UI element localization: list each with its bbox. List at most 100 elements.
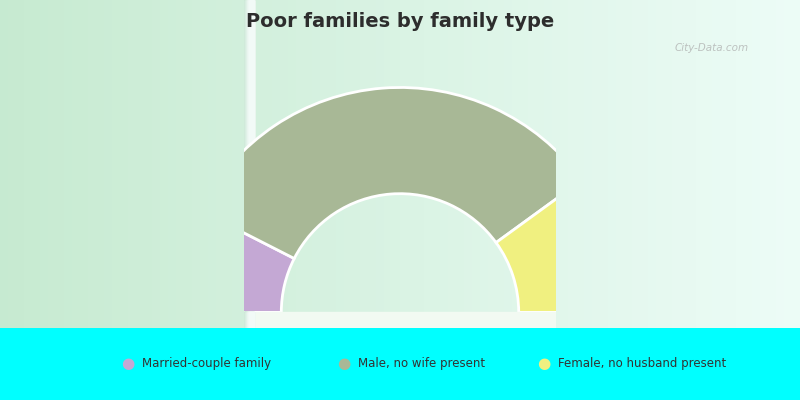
Bar <box>245 312 250 331</box>
Bar <box>244 312 250 331</box>
Bar <box>246 312 252 331</box>
Bar <box>245 312 250 331</box>
Bar <box>248 312 254 331</box>
Bar <box>249 312 254 331</box>
Bar <box>245 312 250 331</box>
Bar <box>246 0 250 328</box>
Bar <box>247 0 252 328</box>
Bar <box>245 0 250 328</box>
Bar <box>245 0 250 328</box>
Bar <box>246 0 252 328</box>
Bar <box>249 312 254 331</box>
Bar <box>247 312 252 331</box>
Bar <box>244 312 556 331</box>
Text: ●: ● <box>538 356 550 372</box>
Bar <box>244 312 250 331</box>
Bar <box>245 0 250 328</box>
Bar <box>249 312 254 331</box>
Bar <box>246 312 251 331</box>
Bar <box>246 312 252 331</box>
Bar <box>249 0 254 328</box>
Bar <box>247 0 252 328</box>
Bar <box>246 312 251 331</box>
Bar <box>247 0 253 328</box>
Bar <box>247 0 252 328</box>
Bar <box>246 312 252 331</box>
Bar <box>248 312 254 331</box>
Bar <box>245 312 250 331</box>
Bar <box>247 312 253 331</box>
Bar <box>247 312 253 331</box>
Bar <box>244 0 249 328</box>
Bar <box>246 312 251 331</box>
Bar <box>246 0 252 328</box>
Bar <box>244 0 250 328</box>
Bar <box>246 0 251 328</box>
Bar <box>244 312 250 331</box>
Bar <box>246 312 250 331</box>
Bar <box>245 0 250 328</box>
Bar <box>247 312 253 331</box>
Wedge shape <box>175 210 294 312</box>
Bar <box>248 0 254 328</box>
Bar <box>245 0 250 328</box>
Bar <box>247 312 252 331</box>
Bar <box>248 0 254 328</box>
Bar <box>247 0 253 328</box>
Bar <box>246 312 252 331</box>
Bar <box>249 0 254 328</box>
Bar <box>245 0 250 328</box>
Bar <box>248 0 253 328</box>
Bar <box>248 0 253 328</box>
Bar <box>245 312 250 331</box>
Bar <box>246 312 251 331</box>
Bar <box>247 312 252 331</box>
Text: Poor families by family type: Poor families by family type <box>246 12 554 31</box>
Bar <box>246 0 251 328</box>
Bar <box>246 0 251 328</box>
Bar <box>247 0 253 328</box>
Bar <box>245 312 250 331</box>
Bar <box>244 312 250 331</box>
Bar <box>245 0 250 328</box>
Bar <box>248 0 253 328</box>
Text: Male, no wife present: Male, no wife present <box>358 358 486 370</box>
Bar <box>247 312 253 331</box>
Bar <box>246 312 250 331</box>
Bar <box>248 312 253 331</box>
Bar <box>246 0 252 328</box>
Bar <box>246 0 251 328</box>
Bar <box>248 312 254 331</box>
Wedge shape <box>496 180 625 312</box>
Bar <box>245 312 250 331</box>
Bar <box>246 0 251 328</box>
Bar <box>248 312 254 331</box>
Text: ●: ● <box>122 356 134 372</box>
Bar <box>244 0 249 328</box>
Wedge shape <box>199 88 582 258</box>
Bar <box>246 312 251 331</box>
Bar <box>246 312 251 331</box>
Bar <box>248 312 253 331</box>
Bar <box>246 312 251 331</box>
Bar <box>245 312 250 331</box>
Bar <box>249 0 254 328</box>
Bar <box>245 312 250 331</box>
Bar <box>246 312 250 331</box>
Bar <box>248 312 253 331</box>
Bar <box>249 312 254 331</box>
Text: Married-couple family: Married-couple family <box>142 358 271 370</box>
Bar <box>246 0 251 328</box>
Bar <box>246 312 251 331</box>
Bar <box>248 0 253 328</box>
Bar <box>249 312 254 331</box>
Bar <box>246 312 251 331</box>
Bar <box>247 0 253 328</box>
Bar <box>249 0 254 328</box>
Bar <box>248 0 254 328</box>
Bar <box>245 0 250 328</box>
Text: ●: ● <box>338 356 350 372</box>
Bar <box>248 0 253 328</box>
Bar <box>246 0 251 328</box>
Bar <box>246 312 252 331</box>
